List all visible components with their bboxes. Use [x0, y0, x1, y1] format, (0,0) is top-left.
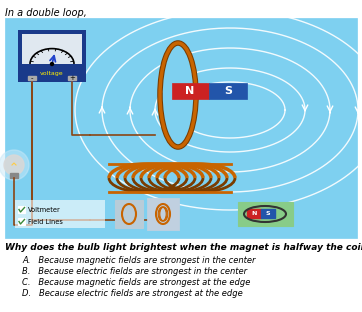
Text: D.   Because electric fields are strongest at the edge: D. Because electric fields are strongest… — [22, 289, 243, 298]
Ellipse shape — [164, 46, 193, 144]
Text: Field Lines: Field Lines — [28, 218, 63, 225]
Bar — [18, 30, 86, 82]
Text: S: S — [266, 211, 270, 216]
Bar — [115, 200, 143, 228]
Bar — [172, 83, 209, 99]
Text: A.   Because magnetic fields are strongest in the center: A. Because magnetic fields are strongest… — [22, 256, 256, 265]
Bar — [5, 18, 357, 238]
Bar — [22, 34, 82, 64]
Text: Voltmeter: Voltmeter — [28, 207, 61, 212]
Bar — [238, 202, 293, 226]
Bar — [247, 209, 261, 218]
Text: N: N — [251, 211, 257, 216]
Bar — [28, 76, 36, 80]
Text: N: N — [185, 86, 195, 96]
Text: In a double loop,: In a double loop, — [5, 8, 87, 18]
Bar — [209, 83, 247, 99]
Circle shape — [0, 150, 29, 180]
Bar — [261, 209, 275, 218]
Text: +: + — [69, 75, 75, 81]
Text: B.   Because electric fields are strongest in the center: B. Because electric fields are strongest… — [22, 267, 247, 276]
Bar — [148, 199, 178, 229]
Text: voltage: voltage — [40, 71, 64, 76]
Bar — [10, 173, 18, 178]
Bar — [18, 206, 25, 213]
Circle shape — [51, 62, 54, 66]
Bar — [68, 76, 76, 80]
Text: Why does the bulb light brightest when the magnet is halfway the coil?: Why does the bulb light brightest when t… — [5, 243, 362, 252]
Circle shape — [4, 155, 24, 175]
Bar — [15, 200, 105, 228]
Text: -: - — [31, 75, 33, 81]
Text: C.   Because magnetic fields are strongest at the edge: C. Because magnetic fields are strongest… — [22, 278, 251, 287]
Text: S: S — [224, 86, 232, 96]
Bar — [18, 218, 25, 225]
